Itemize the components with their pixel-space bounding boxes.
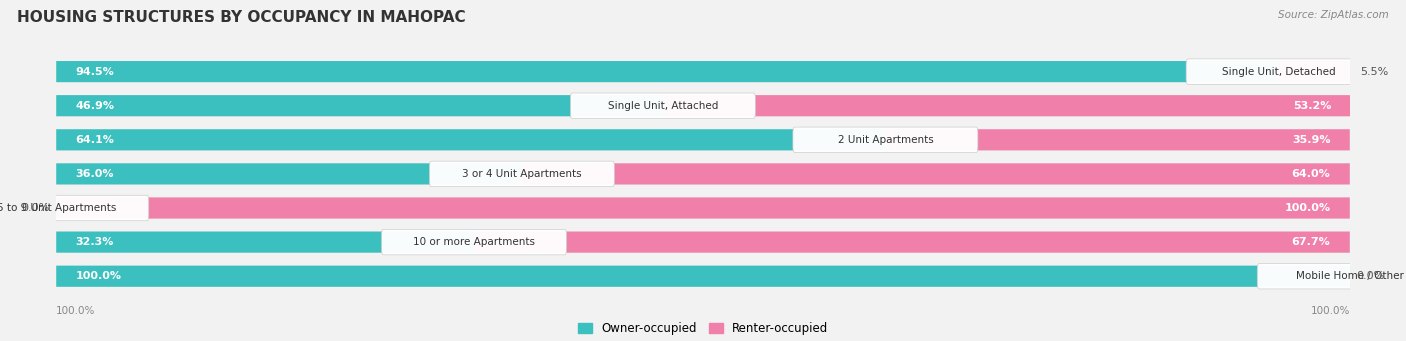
FancyBboxPatch shape	[886, 129, 1350, 150]
FancyBboxPatch shape	[1187, 59, 1371, 84]
FancyBboxPatch shape	[474, 232, 1350, 253]
Text: 35.9%: 35.9%	[1292, 135, 1330, 145]
Text: 100.0%: 100.0%	[76, 271, 122, 281]
Text: 100.0%: 100.0%	[1284, 203, 1330, 213]
Text: Source: ZipAtlas.com: Source: ZipAtlas.com	[1278, 10, 1389, 20]
Text: 3 or 4 Unit Apartments: 3 or 4 Unit Apartments	[463, 169, 582, 179]
FancyBboxPatch shape	[381, 229, 567, 255]
FancyBboxPatch shape	[1278, 61, 1350, 82]
FancyBboxPatch shape	[56, 129, 886, 150]
Text: 100.0%: 100.0%	[56, 306, 96, 315]
FancyBboxPatch shape	[56, 197, 1350, 219]
FancyBboxPatch shape	[56, 197, 1350, 219]
FancyBboxPatch shape	[56, 163, 1350, 184]
Text: 100.0%: 100.0%	[1310, 306, 1350, 315]
FancyBboxPatch shape	[56, 266, 1350, 287]
Text: 64.1%: 64.1%	[76, 135, 114, 145]
FancyBboxPatch shape	[56, 266, 1350, 287]
Text: 46.9%: 46.9%	[76, 101, 115, 111]
FancyBboxPatch shape	[0, 195, 149, 221]
Text: Mobile Home / Other: Mobile Home / Other	[1296, 271, 1403, 281]
FancyBboxPatch shape	[56, 163, 522, 184]
Text: 2 Unit Apartments: 2 Unit Apartments	[838, 135, 934, 145]
FancyBboxPatch shape	[56, 232, 1350, 253]
FancyBboxPatch shape	[522, 163, 1350, 184]
FancyBboxPatch shape	[1257, 264, 1406, 289]
FancyBboxPatch shape	[56, 232, 474, 253]
Text: 67.7%: 67.7%	[1292, 237, 1330, 247]
FancyBboxPatch shape	[56, 61, 1350, 82]
Text: 64.0%: 64.0%	[1292, 169, 1330, 179]
Text: 5.5%: 5.5%	[1360, 66, 1388, 77]
Text: 32.3%: 32.3%	[76, 237, 114, 247]
FancyBboxPatch shape	[56, 129, 1350, 150]
Text: 5 to 9 Unit Apartments: 5 to 9 Unit Apartments	[0, 203, 115, 213]
FancyBboxPatch shape	[571, 93, 755, 118]
Text: 94.5%: 94.5%	[76, 66, 114, 77]
FancyBboxPatch shape	[56, 95, 662, 116]
Text: 36.0%: 36.0%	[76, 169, 114, 179]
Text: 0.0%: 0.0%	[21, 203, 49, 213]
Text: 53.2%: 53.2%	[1294, 101, 1331, 111]
FancyBboxPatch shape	[662, 95, 1351, 116]
Legend: Owner-occupied, Renter-occupied: Owner-occupied, Renter-occupied	[572, 317, 834, 340]
Text: HOUSING STRUCTURES BY OCCUPANCY IN MAHOPAC: HOUSING STRUCTURES BY OCCUPANCY IN MAHOP…	[17, 10, 465, 25]
FancyBboxPatch shape	[56, 95, 1350, 116]
FancyBboxPatch shape	[429, 161, 614, 187]
FancyBboxPatch shape	[56, 61, 1278, 82]
Text: Single Unit, Detached: Single Unit, Detached	[1222, 66, 1336, 77]
Text: 10 or more Apartments: 10 or more Apartments	[413, 237, 536, 247]
Text: Single Unit, Attached: Single Unit, Attached	[607, 101, 718, 111]
FancyBboxPatch shape	[793, 127, 979, 152]
Text: 0.0%: 0.0%	[1357, 271, 1385, 281]
